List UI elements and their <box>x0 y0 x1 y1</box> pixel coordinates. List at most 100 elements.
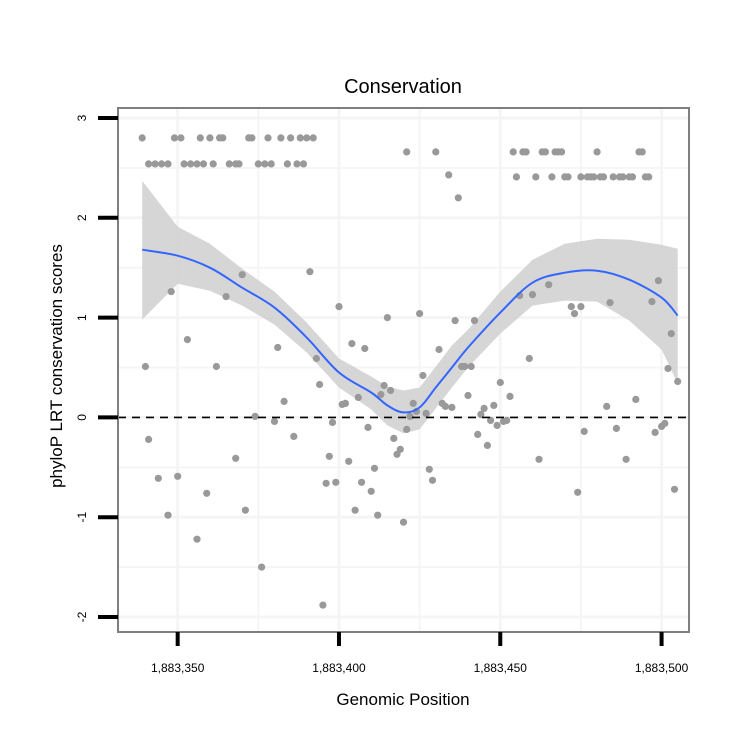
y-tick-label: -1 <box>75 512 89 523</box>
data-point <box>274 343 282 352</box>
data-point <box>164 511 172 519</box>
data-point <box>380 381 388 390</box>
data-point <box>638 148 646 156</box>
data-point <box>603 402 611 410</box>
data-point <box>419 371 427 380</box>
data-point <box>177 134 185 142</box>
data-point <box>503 416 511 424</box>
data-point <box>661 419 669 427</box>
smooth-line <box>142 248 679 414</box>
data-point <box>406 412 414 420</box>
data-point <box>151 160 159 168</box>
data-point <box>483 441 491 449</box>
data-point <box>306 268 314 276</box>
data-point <box>225 160 233 168</box>
data-point <box>345 457 353 465</box>
data-point <box>319 601 327 609</box>
data-point <box>170 134 179 142</box>
y-tick-label: 3 <box>75 114 89 121</box>
data-point <box>403 148 411 156</box>
data-point <box>493 421 501 429</box>
data-point <box>432 148 440 156</box>
data-point <box>496 378 504 387</box>
data-point <box>648 298 656 306</box>
data-point <box>248 134 256 142</box>
panel-border-layer <box>117 107 690 633</box>
data-point <box>335 303 343 311</box>
data-point <box>258 563 266 571</box>
data-point <box>158 160 166 168</box>
data-point <box>219 134 227 142</box>
data-point <box>564 173 572 181</box>
data-point <box>145 160 153 168</box>
data-point <box>428 476 437 484</box>
data-point <box>387 386 395 395</box>
data-point <box>474 430 482 438</box>
data-point <box>358 478 366 486</box>
data-point <box>506 392 514 400</box>
data-point <box>622 455 630 463</box>
data-point <box>425 465 433 473</box>
data-point <box>174 472 182 480</box>
data-point <box>399 518 408 526</box>
data-point <box>632 395 640 403</box>
data-point <box>193 160 201 168</box>
data-point <box>461 362 469 371</box>
data-point <box>332 478 340 486</box>
data-point <box>445 171 453 179</box>
data-point <box>222 293 230 301</box>
data-point <box>599 173 608 181</box>
data-point <box>464 391 472 400</box>
data-point <box>312 354 320 363</box>
data-point <box>377 390 385 399</box>
data-point <box>141 362 149 371</box>
data-point <box>299 160 308 168</box>
data-point <box>528 291 537 299</box>
data-point <box>580 427 588 435</box>
data-point <box>477 410 485 418</box>
data-point <box>541 148 550 156</box>
y-tick-label: 1 <box>75 314 89 321</box>
data-point <box>364 423 372 431</box>
data-point <box>280 397 288 405</box>
data-point <box>651 428 659 436</box>
data-point <box>293 160 301 168</box>
data-point <box>645 173 653 181</box>
data-point <box>283 160 291 168</box>
data-point <box>309 134 317 142</box>
data-point <box>403 425 411 433</box>
data-point <box>180 160 188 168</box>
data-point <box>196 134 204 142</box>
y-tick-label: 2 <box>75 214 89 221</box>
data-point <box>590 173 598 181</box>
data-point <box>532 173 540 181</box>
confidence-band <box>142 180 678 434</box>
data-point <box>674 377 682 386</box>
data-point <box>593 148 601 156</box>
data-point <box>267 160 275 168</box>
data-point <box>251 412 259 420</box>
data-point <box>232 454 240 462</box>
chart-title: Conservation <box>344 76 462 98</box>
data-point <box>577 173 585 181</box>
data-point <box>348 340 356 348</box>
data-point <box>328 418 337 426</box>
data-point <box>203 489 211 497</box>
data-point <box>270 417 279 425</box>
data-point <box>422 409 430 417</box>
data-point <box>574 488 582 496</box>
data-point <box>535 455 543 463</box>
data-point <box>164 160 172 168</box>
data-point <box>512 173 521 181</box>
data-point <box>199 160 208 168</box>
data-point <box>241 506 249 514</box>
data-point <box>277 134 285 142</box>
smooth-line-layer <box>142 248 679 414</box>
data-point <box>577 303 585 311</box>
data-point <box>454 194 462 202</box>
data-point <box>238 271 246 279</box>
data-point <box>628 173 637 181</box>
data-point <box>145 435 153 443</box>
x-tick-label: 1,883,450 <box>474 661 528 675</box>
